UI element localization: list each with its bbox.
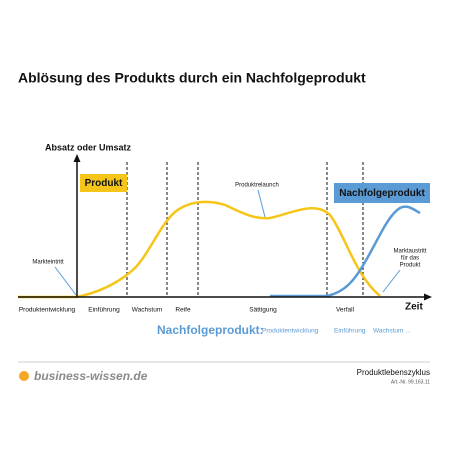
brand-dot bbox=[19, 371, 29, 381]
y-axis-label: Absatz oder Umsatz bbox=[45, 142, 132, 152]
annotation: für das bbox=[401, 256, 419, 262]
phase-label: Wachstum bbox=[132, 307, 162, 314]
successor-phase: Produktentwicklung bbox=[262, 328, 319, 335]
y-axis-arrow bbox=[73, 154, 81, 162]
annotation: Produkt bbox=[400, 263, 421, 269]
product-curve bbox=[18, 200, 381, 299]
successor-phase: Wachstum ... bbox=[373, 328, 411, 335]
phase-label: Verfall bbox=[336, 307, 355, 314]
successor-label: Nachfolgeprodukt bbox=[339, 188, 425, 199]
footer-topic: Produktlebenszyklus bbox=[357, 368, 430, 377]
phase-label: Reife bbox=[175, 307, 191, 314]
annotation: Markteintritt bbox=[32, 260, 64, 266]
footer-article: Art.-Nr. 99.163.11 bbox=[391, 379, 430, 385]
annotation-line bbox=[54, 266, 77, 296]
brand: business-wissen.de bbox=[34, 369, 148, 383]
x-axis-label: Zeit bbox=[405, 302, 423, 313]
successor-phase: Einführung bbox=[334, 328, 366, 335]
annotation-line bbox=[382, 269, 401, 293]
successor-row-label: Nachfolgeprodukt: bbox=[157, 323, 264, 337]
x-axis-arrow bbox=[424, 293, 432, 301]
annotation: Marktaustritt bbox=[393, 249, 426, 255]
annotation: Produktrelaunch bbox=[235, 183, 279, 189]
phase-label: Sättigung bbox=[249, 307, 277, 314]
successor-curve bbox=[270, 205, 421, 298]
annotation-line bbox=[257, 189, 266, 218]
product-label: Produkt bbox=[85, 178, 123, 189]
phase-label: Produktentwicklung bbox=[19, 307, 76, 314]
product-box bbox=[80, 174, 127, 192]
phase-label: Einführung bbox=[88, 307, 120, 314]
title: Ablösung des Produkts durch ein Nachfolg… bbox=[18, 70, 366, 86]
successor-box bbox=[334, 183, 430, 203]
